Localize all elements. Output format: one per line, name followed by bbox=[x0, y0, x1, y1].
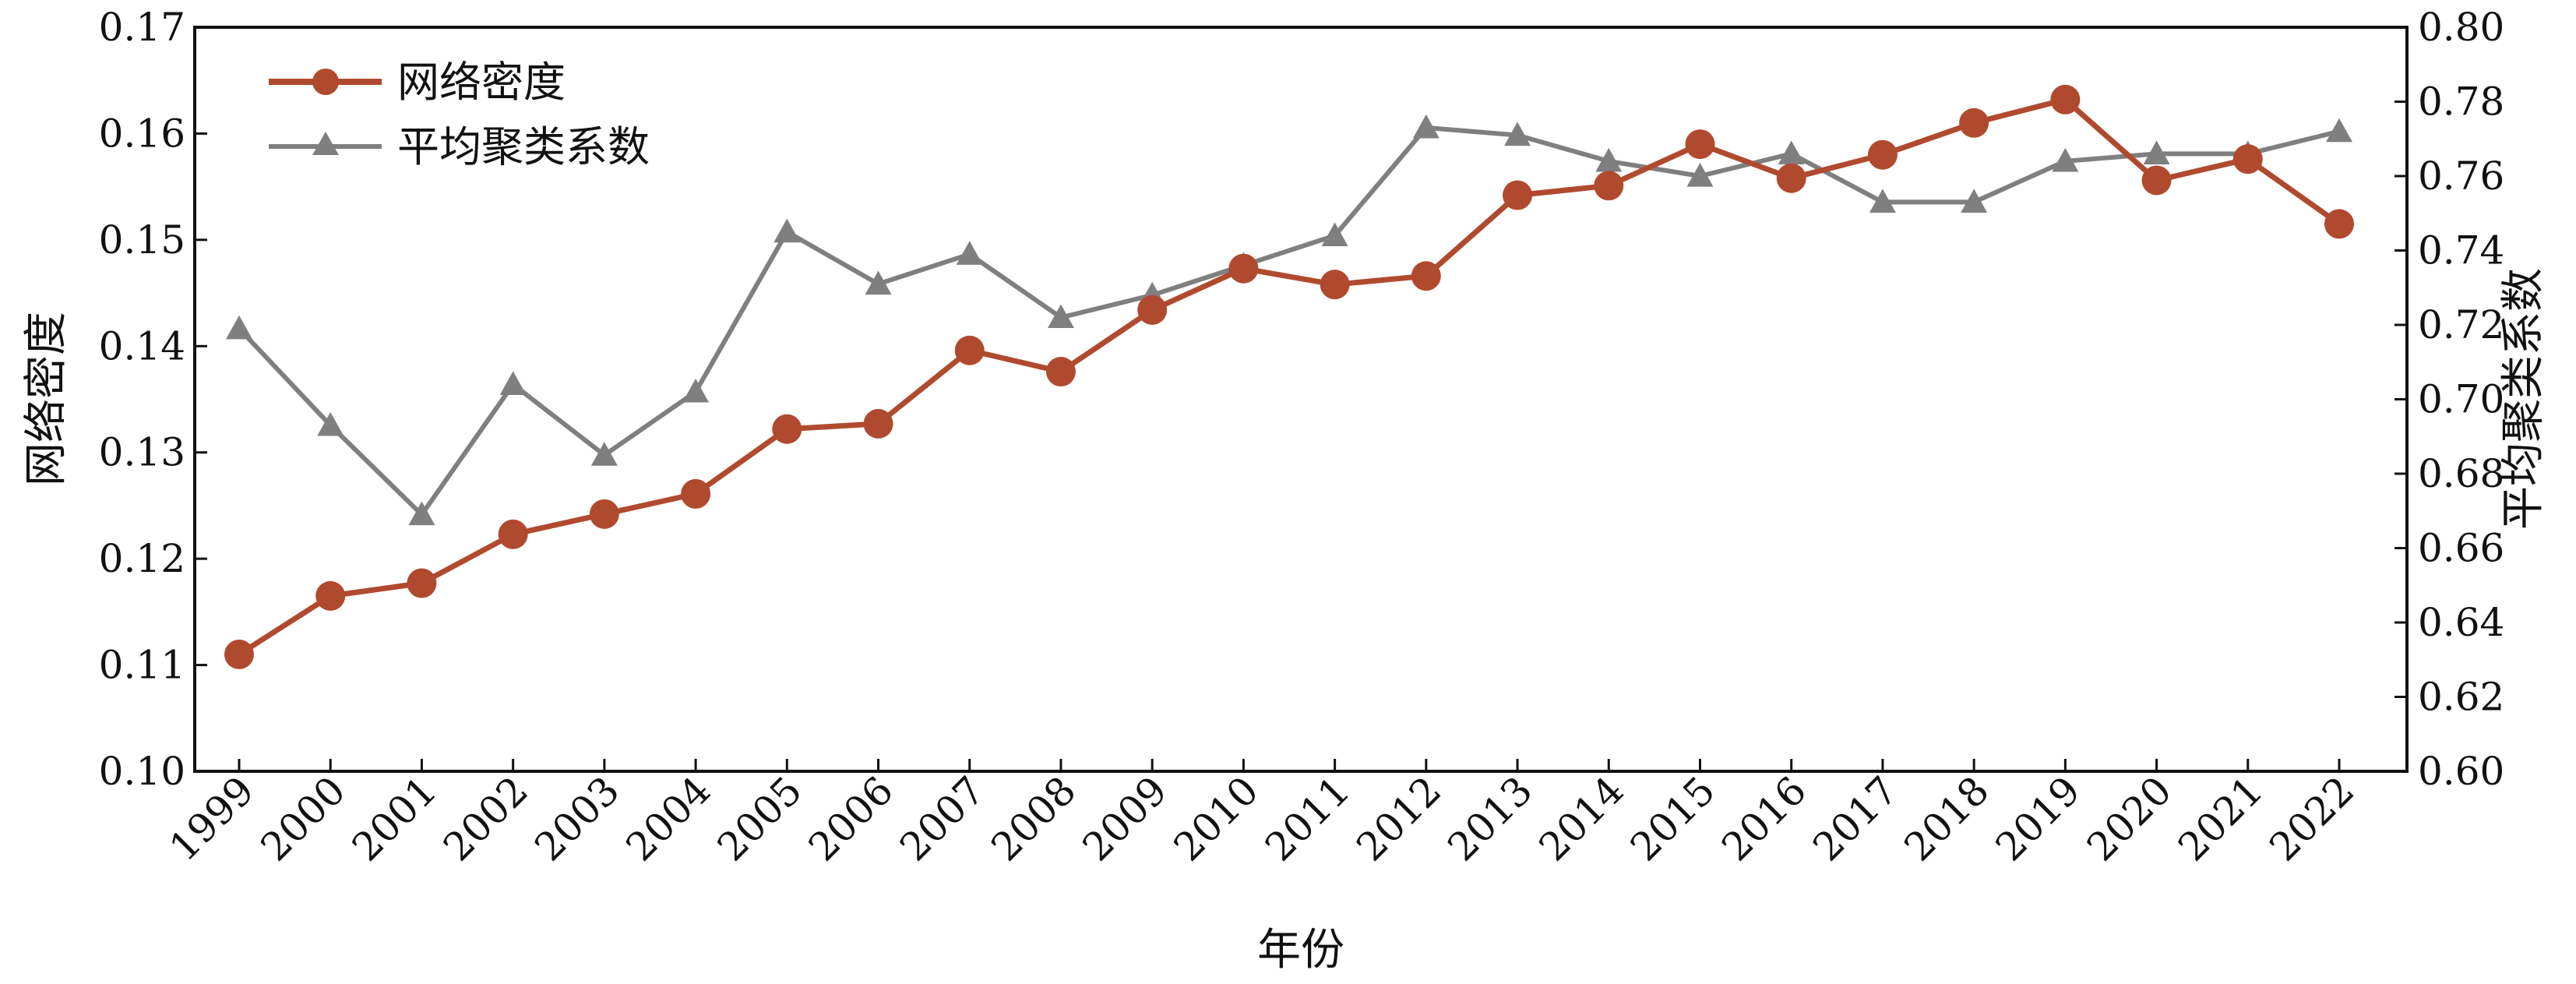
density-point bbox=[863, 408, 893, 439]
density-point bbox=[1228, 253, 1259, 284]
y-tick-label-left: 0.14 bbox=[99, 323, 185, 369]
density-point bbox=[498, 519, 528, 549]
density-point bbox=[589, 499, 619, 529]
y-tick-label-left: 0.10 bbox=[99, 749, 185, 794]
clustering-point bbox=[956, 241, 983, 265]
y-tick-label-left: 0.13 bbox=[99, 430, 185, 475]
density-point bbox=[2050, 84, 2081, 115]
y-tick-label-left: 0.11 bbox=[99, 643, 185, 688]
y-tick-label-right: 0.70 bbox=[2418, 377, 2504, 422]
density-point bbox=[407, 568, 437, 598]
clustering-point bbox=[1869, 189, 1896, 213]
density-point bbox=[772, 414, 802, 444]
y-tick-label-right: 0.60 bbox=[2418, 749, 2504, 794]
y-tick-label-left: 0.12 bbox=[99, 536, 185, 581]
x-tick-label: 2007 bbox=[891, 767, 993, 869]
clustering-point bbox=[1321, 222, 1348, 246]
density-point bbox=[1776, 163, 1806, 193]
density-point bbox=[1411, 261, 1441, 291]
clustering-point bbox=[865, 270, 892, 295]
clustering-point bbox=[1778, 140, 1805, 164]
x-tick-label: 2016 bbox=[1713, 767, 1815, 869]
clustering-point bbox=[590, 442, 618, 466]
x-tick-label: 2018 bbox=[1896, 767, 1998, 869]
x-tick-label: 2021 bbox=[2169, 767, 2271, 869]
y-tick-label-right: 0.64 bbox=[2418, 600, 2504, 645]
y-tick-label-right: 0.72 bbox=[2418, 302, 2504, 347]
x-tick-label: 2008 bbox=[982, 767, 1084, 869]
y-axis-title-right: 平均聚类系数 bbox=[2498, 268, 2549, 530]
clustering-point bbox=[499, 371, 527, 395]
y-tick-label-left: 0.17 bbox=[99, 5, 185, 50]
y-tick-label-right: 0.80 bbox=[2418, 5, 2504, 50]
legend-marker-clustering bbox=[312, 132, 339, 155]
clustering-point bbox=[1047, 304, 1074, 329]
density-point bbox=[2324, 209, 2354, 239]
legend: 网络密度 平均聚类系数 bbox=[269, 58, 650, 171]
density-point bbox=[1685, 129, 1715, 160]
y-tick-label-right: 0.68 bbox=[2418, 451, 2504, 496]
y-tick-label-right: 0.78 bbox=[2418, 79, 2504, 125]
clustering-point bbox=[317, 411, 344, 436]
density-point bbox=[681, 478, 711, 509]
density-point bbox=[1959, 108, 1989, 138]
x-tick-label: 2003 bbox=[526, 767, 628, 869]
x-tick-label: 2015 bbox=[1622, 767, 1724, 869]
y-axis-title-left: 网络密度 bbox=[21, 312, 72, 486]
density-point bbox=[1503, 180, 1533, 210]
density-point bbox=[315, 580, 346, 611]
x-tick-label: 2006 bbox=[800, 767, 902, 869]
clustering-point bbox=[1504, 122, 1531, 146]
x-tick-label: 2009 bbox=[1074, 767, 1176, 869]
legend-label-density: 网络密度 bbox=[397, 58, 566, 107]
x-tick-label: 2014 bbox=[1531, 767, 1633, 869]
clustering-point bbox=[1686, 163, 1714, 187]
density-point bbox=[1045, 357, 1076, 387]
clustering-point bbox=[2052, 147, 2079, 172]
x-tick-label: 2001 bbox=[344, 767, 446, 869]
legend-marker-density bbox=[312, 69, 339, 95]
clustering-line bbox=[237, 125, 2340, 517]
clustering-point bbox=[1961, 189, 1988, 213]
clustering-point bbox=[2326, 118, 2352, 143]
density-point bbox=[1594, 171, 1624, 201]
y-tick-label-right: 0.62 bbox=[2418, 675, 2504, 720]
x-tick-label: 2011 bbox=[1256, 767, 1358, 869]
x-tick-label: 2000 bbox=[252, 767, 354, 869]
x-tick-label: 2017 bbox=[1804, 767, 1906, 869]
y-tick-label-right: 0.74 bbox=[2418, 228, 2504, 273]
clustering-point bbox=[774, 218, 801, 243]
density-point bbox=[1137, 294, 1168, 325]
x-tick-label: 2020 bbox=[2078, 767, 2180, 869]
clustering-point bbox=[1412, 114, 1440, 139]
legend-label-clustering: 平均聚类系数 bbox=[397, 122, 650, 171]
density-point bbox=[1320, 270, 1350, 300]
density-point bbox=[224, 639, 254, 669]
density-point bbox=[1867, 139, 1898, 170]
x-tick-label: 2004 bbox=[618, 767, 720, 869]
clustering-point bbox=[682, 378, 710, 403]
x-axis-title: 年份 bbox=[1257, 925, 1344, 975]
density-line bbox=[238, 97, 2342, 657]
clustering-point bbox=[226, 315, 252, 340]
x-tick-label: 2002 bbox=[435, 767, 537, 869]
x-tick-label: 2022 bbox=[2261, 767, 2363, 869]
y-tick-label-left: 0.15 bbox=[99, 217, 185, 263]
y-tick-label-right: 0.66 bbox=[2418, 526, 2504, 571]
y-tick-label-left: 0.16 bbox=[99, 111, 185, 156]
x-tick-label: 2019 bbox=[1987, 767, 2089, 869]
series-layer bbox=[224, 84, 2354, 669]
x-tick-label: 2010 bbox=[1165, 767, 1267, 869]
clustering-point bbox=[1595, 147, 1623, 172]
y-tick-label-right: 0.76 bbox=[2418, 153, 2504, 199]
x-tick-label: 2012 bbox=[1348, 767, 1450, 869]
clustering-point bbox=[2143, 140, 2170, 164]
density-point bbox=[2141, 165, 2172, 196]
density-point bbox=[954, 335, 985, 365]
density-point bbox=[2232, 144, 2263, 175]
x-tick-label: 2013 bbox=[1440, 767, 1542, 869]
x-tick-label: 2005 bbox=[709, 767, 811, 869]
clustering-point bbox=[408, 501, 435, 526]
